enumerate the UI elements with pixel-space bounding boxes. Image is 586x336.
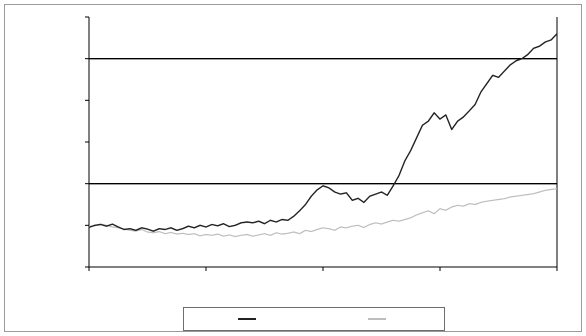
- series-line-2: [88, 188, 558, 238]
- legend-swatch-series-1: [237, 318, 256, 320]
- legend: [183, 307, 445, 331]
- legend-swatch-series-2: [367, 318, 386, 320]
- line-chart: [85, 16, 558, 271]
- series-line-1: [88, 33, 558, 232]
- legend-item-series-2: [367, 318, 391, 320]
- legend-item-series-1: [237, 318, 261, 320]
- chart-frame: [4, 4, 582, 332]
